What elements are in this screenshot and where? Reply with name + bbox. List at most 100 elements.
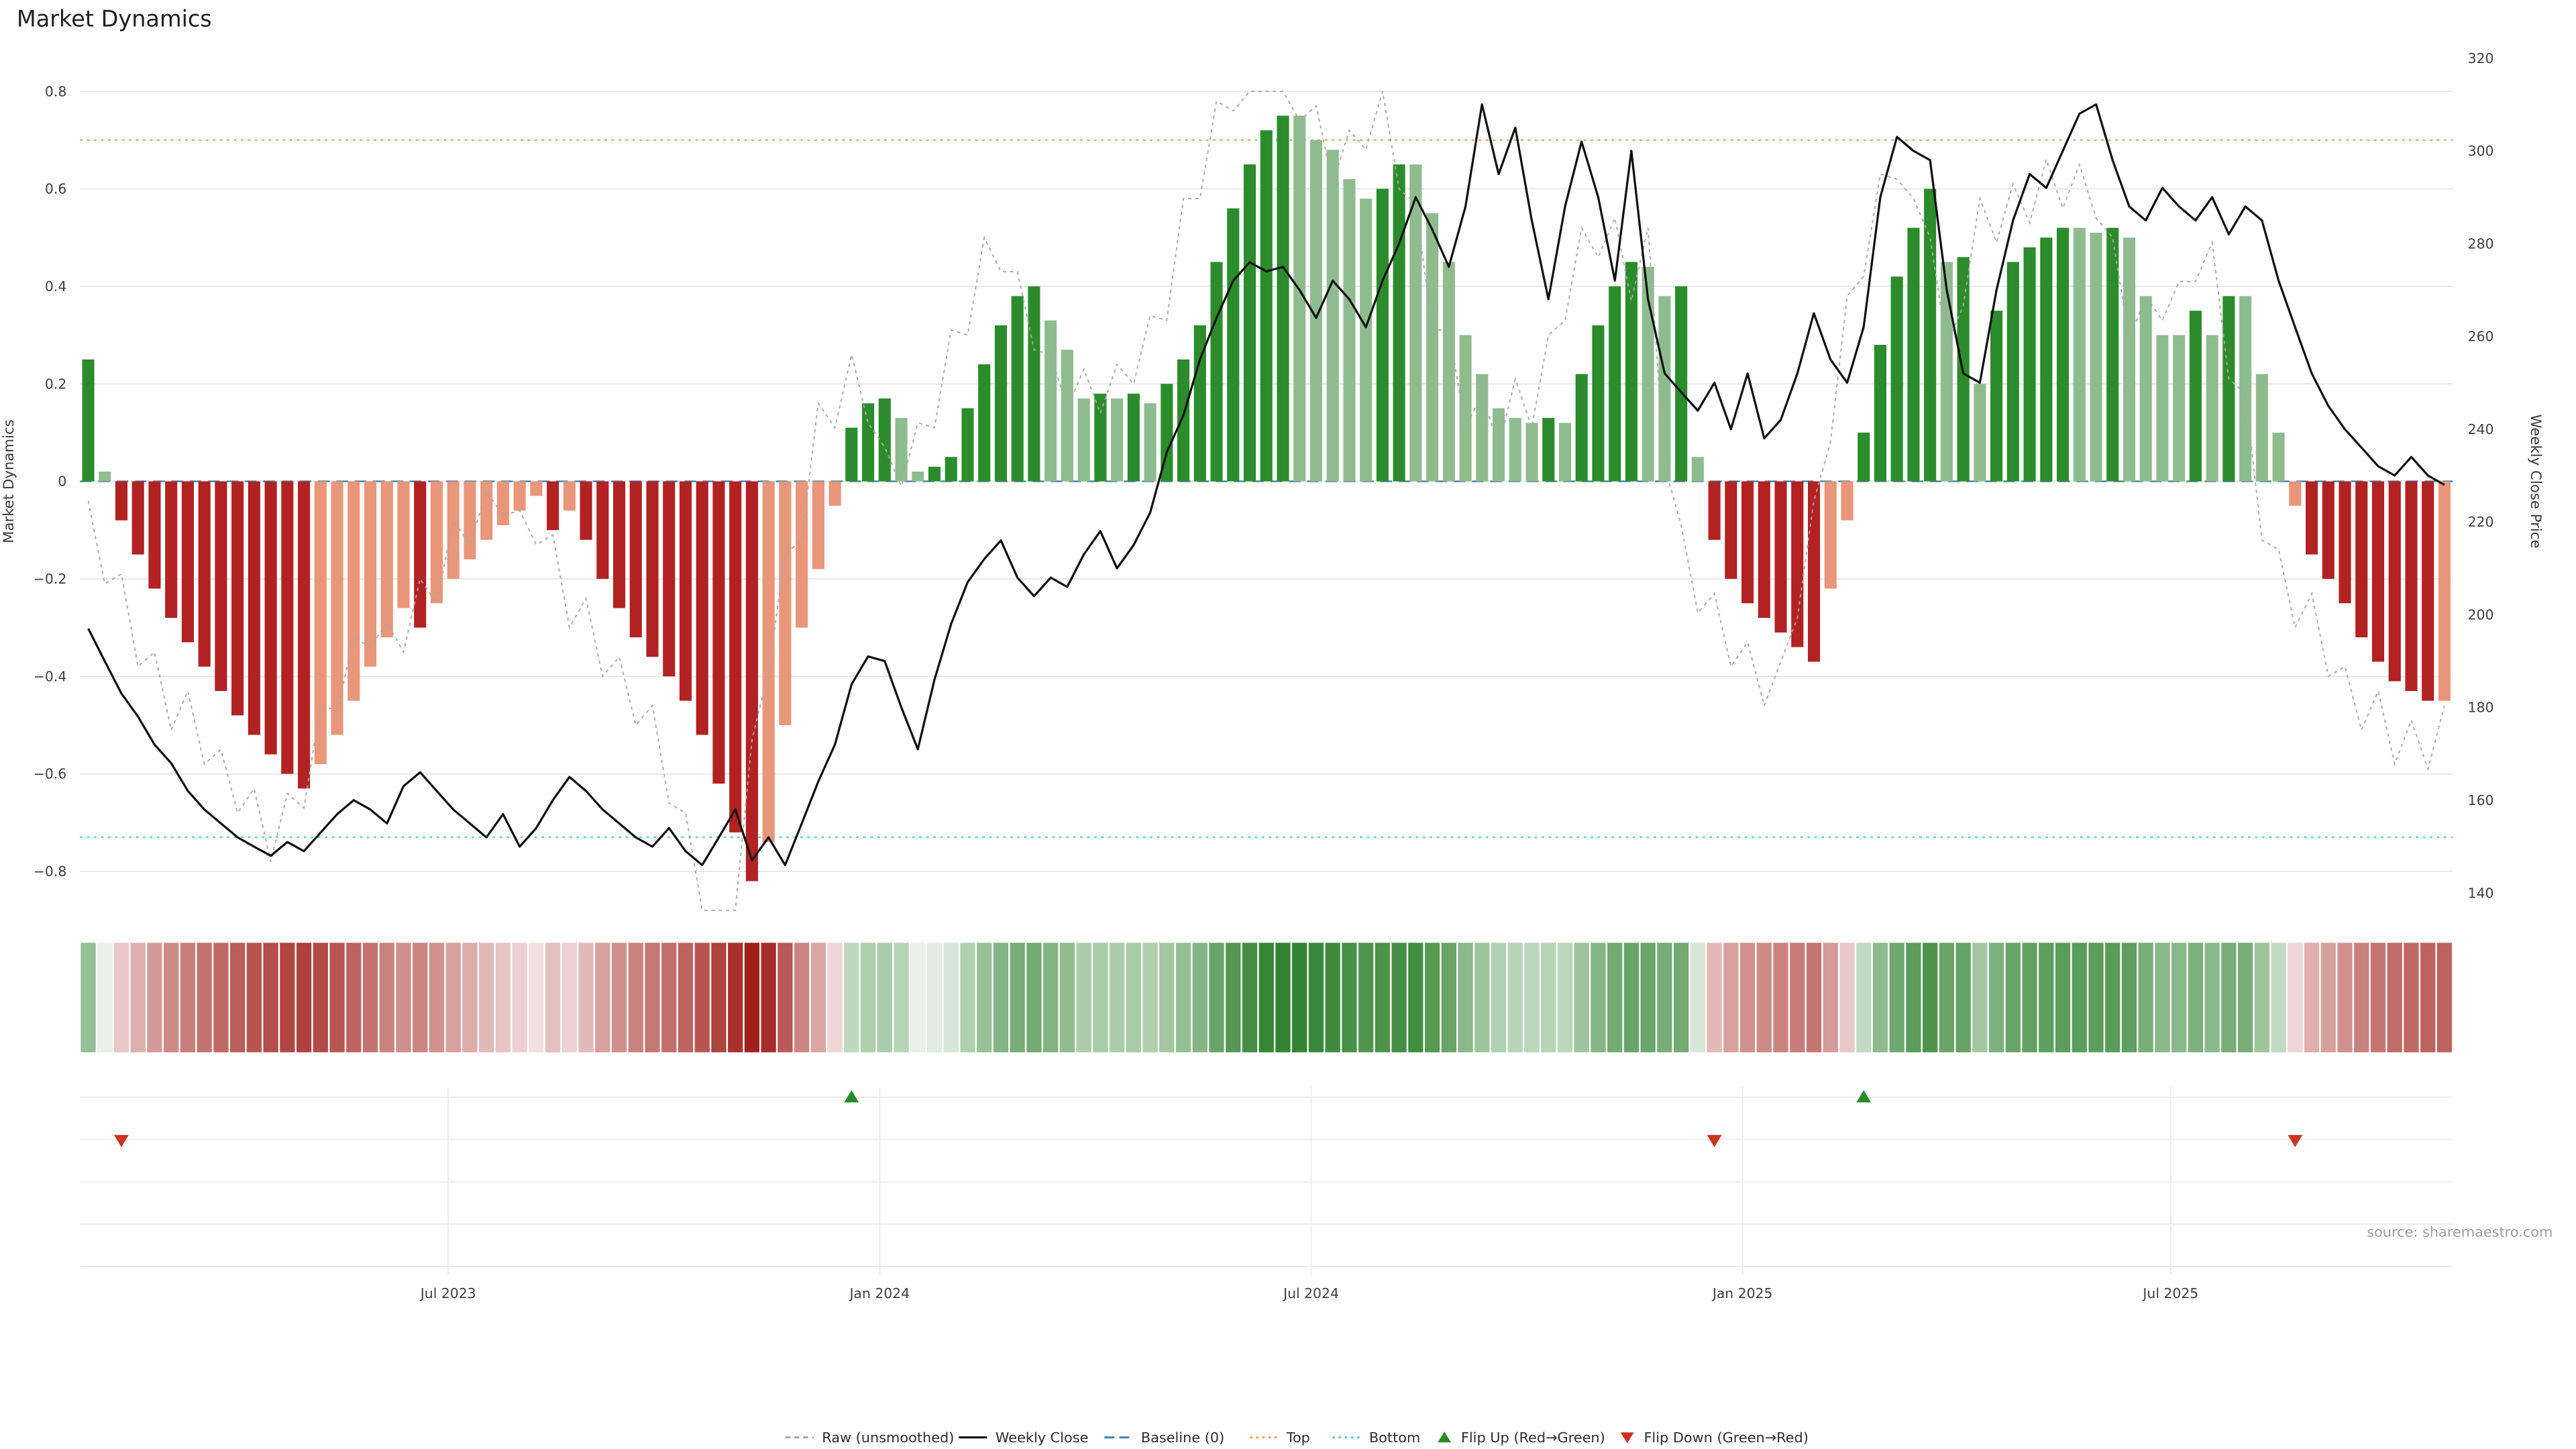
heatmap-cell [943, 943, 959, 1053]
heatmap-cell [2237, 943, 2253, 1053]
dynamics-bar [862, 403, 875, 482]
dynamics-bar [1077, 398, 1090, 482]
dynamics-bar [2239, 296, 2252, 482]
flip-up-marker [1856, 1090, 1872, 1103]
dynamics-bar [1111, 398, 1124, 482]
dynamics-bar [1260, 130, 1273, 482]
dynamics-bar [580, 481, 592, 540]
left-tick-label: 0.6 [45, 181, 66, 197]
dynamics-bar [612, 481, 626, 608]
dynamics-bar [1011, 296, 1024, 482]
dynamics-bar [2090, 232, 2102, 482]
heatmap-cell [844, 943, 859, 1053]
dynamics-bar [2123, 237, 2136, 482]
left-axis-label: Market Dynamics [1, 419, 17, 543]
legend-item-label: Raw (unsmoothed) [822, 1430, 954, 1446]
heatmap-cell [977, 943, 992, 1053]
heatmap-cell [346, 943, 362, 1053]
dynamics-bar [2206, 335, 2218, 482]
heatmap-cell [1026, 943, 1042, 1053]
heatmap-cell [561, 943, 577, 1053]
dynamics-bar [99, 472, 111, 482]
heatmap-cell [2022, 943, 2037, 1053]
dynamics-bar [1127, 393, 1140, 482]
dynamics-bar [1094, 393, 1107, 482]
heatmap-cell [1541, 943, 1556, 1053]
dynamics-bar [1890, 276, 1903, 482]
heatmap-cell [2105, 943, 2121, 1053]
dynamics-bar [978, 364, 991, 482]
x-tick-label: Jul 2024 [1282, 1285, 1339, 1301]
heatmap-cell [2436, 943, 2453, 1053]
x-tick-label: Jul 2023 [419, 1285, 476, 1301]
raw-polyline [87, 91, 2445, 912]
left-tick-label: 0.8 [45, 83, 66, 99]
dynamics-bar [115, 481, 128, 521]
heatmap-cell [329, 943, 345, 1053]
flip-down-marker [1707, 1134, 1722, 1148]
heatmap-cell [2138, 943, 2153, 1053]
dynamics-bar [845, 427, 858, 482]
dynamics-bar [1791, 481, 1804, 647]
right-tick-label: 240 [2468, 421, 2494, 437]
dynamics-bar [1990, 311, 2003, 482]
dynamics-bar [1708, 481, 1721, 540]
heatmap-cell [1126, 943, 1141, 1053]
heatmap-cell [628, 943, 643, 1053]
dynamics-bar [1193, 325, 1206, 482]
dynamics-bar [414, 481, 427, 628]
left-tick-label: 0.2 [45, 376, 66, 392]
dynamics-bar [1725, 481, 1737, 579]
dynamics-bar [912, 472, 924, 482]
left-tick-label: 0 [58, 474, 66, 490]
dynamics-bar [1376, 189, 1389, 482]
heatmap-cell [2354, 943, 2369, 1053]
heatmap-cell [611, 943, 627, 1053]
heatmap-cell [960, 943, 975, 1053]
heatmap-cell [213, 943, 229, 1053]
heatmap-cell [661, 943, 677, 1053]
dynamics-bar [2255, 374, 2268, 482]
dynamics-bar [2272, 432, 2285, 482]
dynamics-bar [596, 481, 609, 579]
dynamics-bar [1393, 164, 1405, 482]
dynamics-bar [1858, 432, 1870, 482]
dynamics-bar [1691, 457, 1704, 482]
dynamics-bar [380, 481, 393, 638]
heatmap-cell [1507, 943, 1523, 1053]
heatmap-cell [113, 943, 129, 1053]
dynamics-bar [928, 466, 941, 482]
heatmap-cell [894, 943, 909, 1053]
dynamics-bar [629, 481, 642, 638]
heatmap-cell [1823, 943, 1838, 1053]
dynamics-bar [430, 481, 443, 604]
heatmap-cell [2121, 943, 2137, 1053]
dynamics-bar [1492, 408, 1505, 482]
dynamics-bar [812, 481, 824, 570]
heatmap-cell [1673, 943, 1689, 1053]
dynamics-bar [1459, 335, 1472, 482]
right-tick-label: 160 [2468, 792, 2494, 808]
marker-subplot-grid [80, 1087, 2453, 1275]
heatmap-cell [164, 943, 179, 1053]
dynamics-bar [563, 481, 576, 511]
heatmap-cell [1192, 943, 1208, 1053]
dynamics-bar [1293, 115, 1306, 482]
legend-item-label: Flip Down (Green→Red) [1644, 1430, 1808, 1446]
heatmap-cell [2088, 943, 2104, 1053]
heatmap-cell [1955, 943, 1971, 1053]
heatmap-cell [1093, 943, 1108, 1053]
dynamics-bar [2306, 481, 2318, 555]
dynamics-bar [1309, 140, 1323, 482]
heatmap-cell [1773, 943, 1788, 1053]
legend-item-label: Weekly Close [996, 1430, 1089, 1446]
legend-flip-down-icon [1620, 1432, 1634, 1444]
heatmap-cell [1408, 943, 1424, 1053]
heatmap-cell [313, 943, 328, 1053]
dynamics-bar [1028, 286, 1040, 482]
heatmap-cell [810, 943, 826, 1053]
dynamics-bar [1243, 164, 1256, 482]
right-tick-label: 300 [2468, 143, 2494, 159]
heatmap-cell [877, 943, 892, 1053]
